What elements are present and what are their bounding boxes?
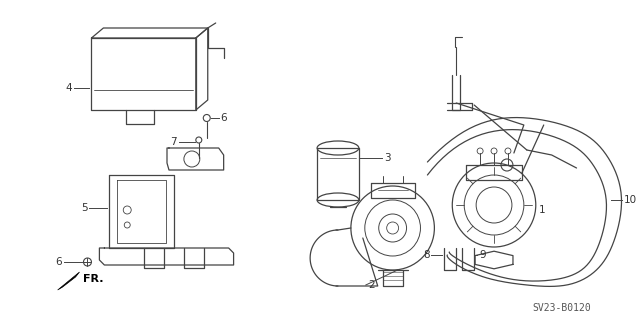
Text: FR.: FR. bbox=[83, 274, 103, 284]
Text: SV23-B0120: SV23-B0120 bbox=[532, 303, 591, 313]
Text: 9: 9 bbox=[479, 250, 486, 260]
Text: 2: 2 bbox=[368, 280, 374, 290]
Text: 7: 7 bbox=[170, 137, 177, 147]
Text: 6: 6 bbox=[221, 113, 227, 123]
Text: 8: 8 bbox=[423, 250, 429, 260]
Text: 4: 4 bbox=[65, 83, 72, 93]
Text: 5: 5 bbox=[81, 203, 88, 213]
Text: 10: 10 bbox=[624, 195, 637, 205]
Polygon shape bbox=[58, 272, 79, 290]
Text: 1: 1 bbox=[539, 205, 545, 215]
Text: 6: 6 bbox=[55, 257, 61, 267]
Text: 3: 3 bbox=[384, 153, 390, 163]
